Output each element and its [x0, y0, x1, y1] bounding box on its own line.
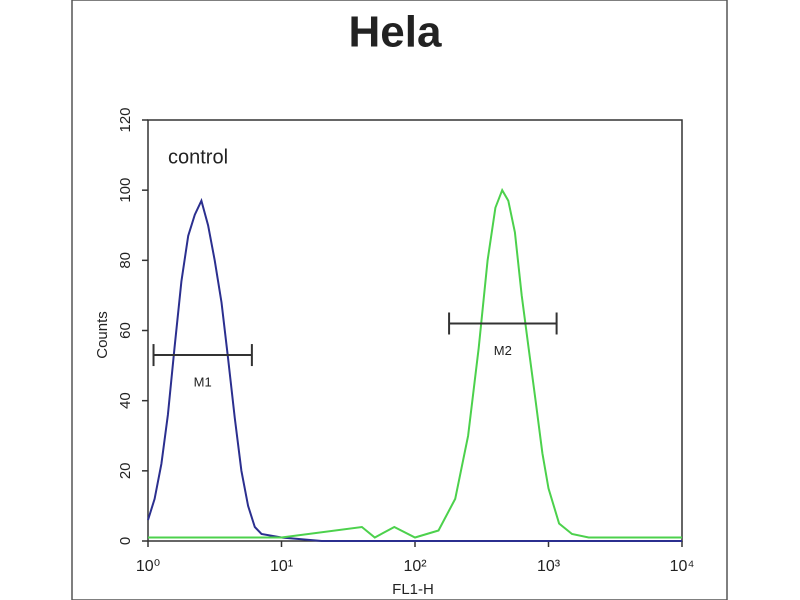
x-tick-label: 10⁰ [136, 558, 160, 575]
marker-label: M1 [194, 374, 212, 389]
chart-title: Hela [349, 8, 442, 57]
marker-label: M2 [494, 343, 512, 358]
series-line [147, 197, 682, 542]
x-tick-label: 10⁴ [670, 558, 695, 575]
y-tick-label: 20 [117, 462, 134, 479]
y-tick-label: 60 [117, 322, 134, 339]
y-tick-label: 40 [117, 392, 134, 409]
series-line [148, 187, 682, 539]
x-axis-label: FL1-H [392, 581, 434, 598]
y-tick-label: 100 [117, 178, 134, 203]
y-tick-label: 80 [117, 252, 134, 269]
x-tick-label: 10² [403, 558, 427, 575]
y-axis-label: Counts [94, 311, 111, 359]
frame [71, 0, 728, 600]
x-tick-label: 10¹ [270, 558, 293, 575]
y-tick-label: 120 [117, 107, 134, 132]
y-tick-label: 0 [117, 537, 134, 545]
annotation: control [168, 146, 228, 168]
x-tick-label: 10³ [537, 558, 561, 575]
